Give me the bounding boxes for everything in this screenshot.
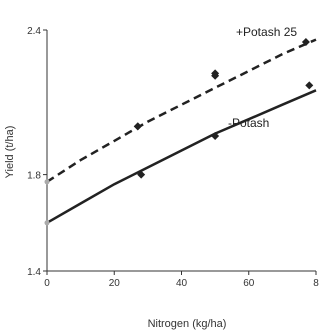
series-label-potash-25: +Potash 25	[236, 25, 297, 39]
y-tick-label: 1.8	[27, 171, 41, 182]
data-point	[211, 132, 220, 141]
x-tick-label: 0	[44, 278, 50, 289]
data-point	[211, 71, 220, 80]
x-tick-label: 60	[243, 278, 255, 289]
data-point	[305, 81, 314, 90]
ticks: 0 20 40 60 8 1.4 1.8 2.4	[27, 26, 319, 289]
series-layer	[44, 38, 317, 226]
data-point	[44, 220, 50, 226]
x-tick-label: 20	[109, 278, 121, 289]
x-tick-label: 8	[313, 278, 319, 289]
data-point	[133, 122, 142, 131]
series-label-minus-potash: -Potash	[228, 116, 269, 130]
y-tick-label: 2.4	[27, 26, 41, 37]
x-tick-label: 40	[176, 278, 188, 289]
data-point	[44, 179, 50, 185]
x-axis-title: Nitrogen (kg/ha)	[148, 318, 227, 330]
data-point	[137, 170, 146, 179]
y-tick-label: 1.4	[27, 267, 41, 278]
potash-25-fit-line	[46, 38, 317, 183]
data-point	[301, 38, 310, 47]
minus-potash-fit-line	[46, 89, 317, 224]
y-axis-title: Yield (t/ha)	[4, 126, 16, 179]
